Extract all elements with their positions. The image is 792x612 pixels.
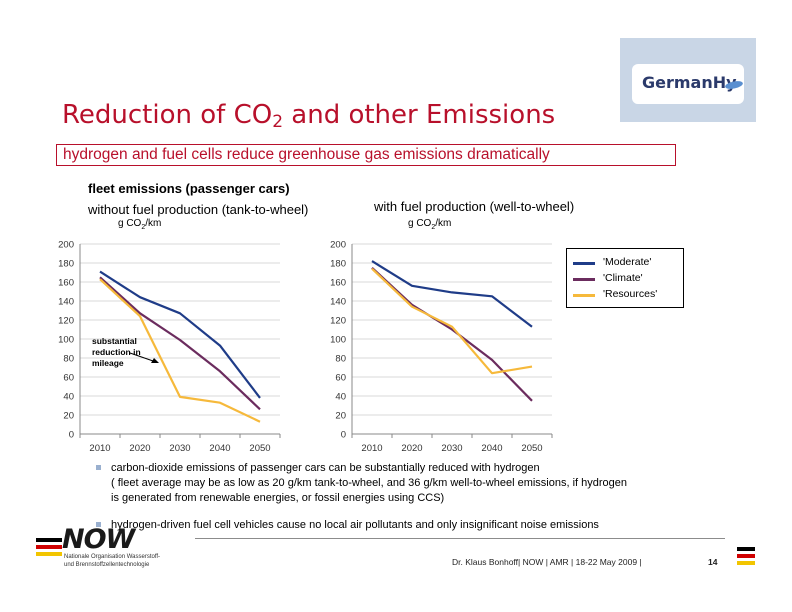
annotation-arrow-icon bbox=[129, 352, 159, 363]
y-tick-label: 20 bbox=[63, 411, 74, 422]
page-number: 14 bbox=[708, 557, 718, 567]
series-line-climate bbox=[371, 266, 533, 402]
y-tick-label: 40 bbox=[335, 392, 346, 403]
x-tick-label: 2030 bbox=[169, 443, 190, 454]
y-tick-label: 60 bbox=[63, 373, 74, 384]
bullet-2-line-1: hydrogen-driven fuel cell vehicles cause… bbox=[111, 519, 599, 531]
x-tick-label: 2050 bbox=[521, 443, 542, 454]
left-unit-label: g CO2/km bbox=[118, 218, 162, 231]
x-tick-label: 2020 bbox=[401, 443, 422, 454]
y-tick-label: 200 bbox=[58, 240, 74, 251]
y-tick-label: 40 bbox=[63, 392, 74, 403]
y-tick-label: 20 bbox=[335, 411, 346, 422]
y-tick-label: 80 bbox=[335, 354, 346, 365]
slide-subtitle: hydrogen and fuel cells reduce greenhous… bbox=[63, 146, 550, 163]
y-tick-label: 140 bbox=[330, 297, 346, 308]
legend-swatch-resources bbox=[573, 294, 595, 297]
y-tick-label: 120 bbox=[58, 316, 74, 327]
now-org-line-2: und Brennstoffzellentechnologie bbox=[64, 562, 150, 568]
swoosh-icon bbox=[725, 81, 743, 89]
series-line-moderate bbox=[371, 260, 533, 328]
series-line-resources bbox=[371, 267, 533, 375]
series-line-resources bbox=[99, 278, 261, 423]
footer-divider bbox=[195, 538, 725, 539]
x-tick-label: 2040 bbox=[209, 443, 230, 454]
y-tick-label: 60 bbox=[335, 373, 346, 384]
x-tick-label: 2050 bbox=[249, 443, 270, 454]
bullet-marker bbox=[96, 465, 101, 470]
y-tick-label: 100 bbox=[330, 335, 346, 346]
y-tick-label: 0 bbox=[341, 430, 346, 441]
x-tick-label: 2010 bbox=[89, 443, 110, 454]
x-tick-label: 2020 bbox=[129, 443, 150, 454]
y-tick-label: 180 bbox=[58, 259, 74, 270]
logo-text: GermanHy bbox=[642, 73, 737, 92]
y-tick-label: 200 bbox=[330, 240, 346, 251]
right-unit-label: g CO2/km bbox=[408, 218, 452, 231]
y-tick-label: 0 bbox=[69, 430, 74, 441]
x-tick-label: 2040 bbox=[481, 443, 502, 454]
now-org-line-1: Nationale Organisation Wasserstoff- bbox=[64, 554, 161, 560]
subtitle-box: hydrogen and fuel cells reduce greenhous… bbox=[56, 144, 676, 166]
footer-text: Dr. Klaus Bonhoff| NOW | AMR | 18-22 May… bbox=[452, 557, 642, 567]
now-logo-text: NOW bbox=[62, 524, 135, 555]
series-line-climate bbox=[99, 276, 261, 411]
x-tick-label: 2030 bbox=[441, 443, 462, 454]
bullet-marker bbox=[96, 522, 101, 527]
left-chart-heading: without fuel production (tank-to-wheel) bbox=[88, 202, 309, 217]
series-line-moderate bbox=[99, 270, 261, 399]
y-tick-label: 120 bbox=[330, 316, 346, 327]
bullet-1-line-1: carbon-dioxide emissions of passenger ca… bbox=[111, 462, 540, 474]
y-tick-label: 80 bbox=[63, 354, 74, 365]
fleet-heading: fleet emissions (passenger cars) bbox=[88, 181, 290, 196]
y-tick-label: 100 bbox=[58, 335, 74, 346]
legend-swatch-climate bbox=[573, 278, 595, 281]
y-tick-label: 160 bbox=[58, 278, 74, 289]
bullet-1-line-3: is generated from renewable energies, or… bbox=[111, 492, 445, 504]
slide-title: Reduction of CO2 and other Emissions bbox=[62, 100, 556, 132]
germanhy-logo: GermanHy bbox=[632, 64, 744, 104]
chart-legend: 'Moderate' 'Climate' 'Resources' bbox=[566, 248, 684, 308]
legend-swatch-moderate bbox=[573, 262, 595, 265]
y-tick-label: 140 bbox=[58, 297, 74, 308]
y-tick-label: 160 bbox=[330, 278, 346, 289]
x-tick-label: 2010 bbox=[361, 443, 382, 454]
mileage-annotation: substantial reduction in mileage bbox=[92, 336, 141, 368]
right-chart-heading: with fuel production (well-to-wheel) bbox=[374, 199, 575, 214]
german-flag-icon bbox=[737, 547, 755, 568]
bullet-1-line-2: ( fleet average may be as low as 20 g/km… bbox=[111, 477, 628, 489]
germanhy-logo-panel: GermanHy bbox=[620, 38, 756, 122]
y-tick-label: 180 bbox=[330, 259, 346, 270]
